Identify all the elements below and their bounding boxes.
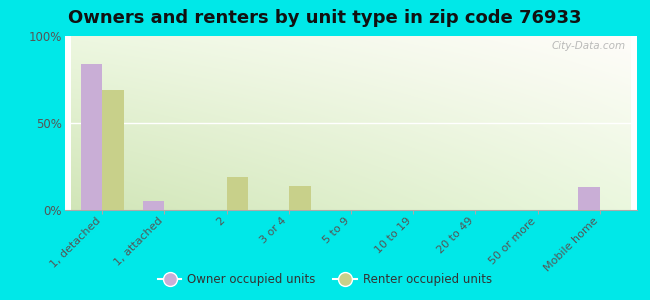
Bar xyxy=(289,186,311,210)
Legend: Owner occupied units, Renter occupied units: Owner occupied units, Renter occupied un… xyxy=(153,269,497,291)
Bar xyxy=(578,188,600,210)
Bar xyxy=(102,90,124,210)
Bar xyxy=(227,177,248,210)
Bar xyxy=(81,64,102,210)
Text: City-Data.com: City-Data.com xyxy=(551,41,625,51)
Text: Owners and renters by unit type in zip code 76933: Owners and renters by unit type in zip c… xyxy=(68,9,582,27)
Bar xyxy=(143,201,164,210)
